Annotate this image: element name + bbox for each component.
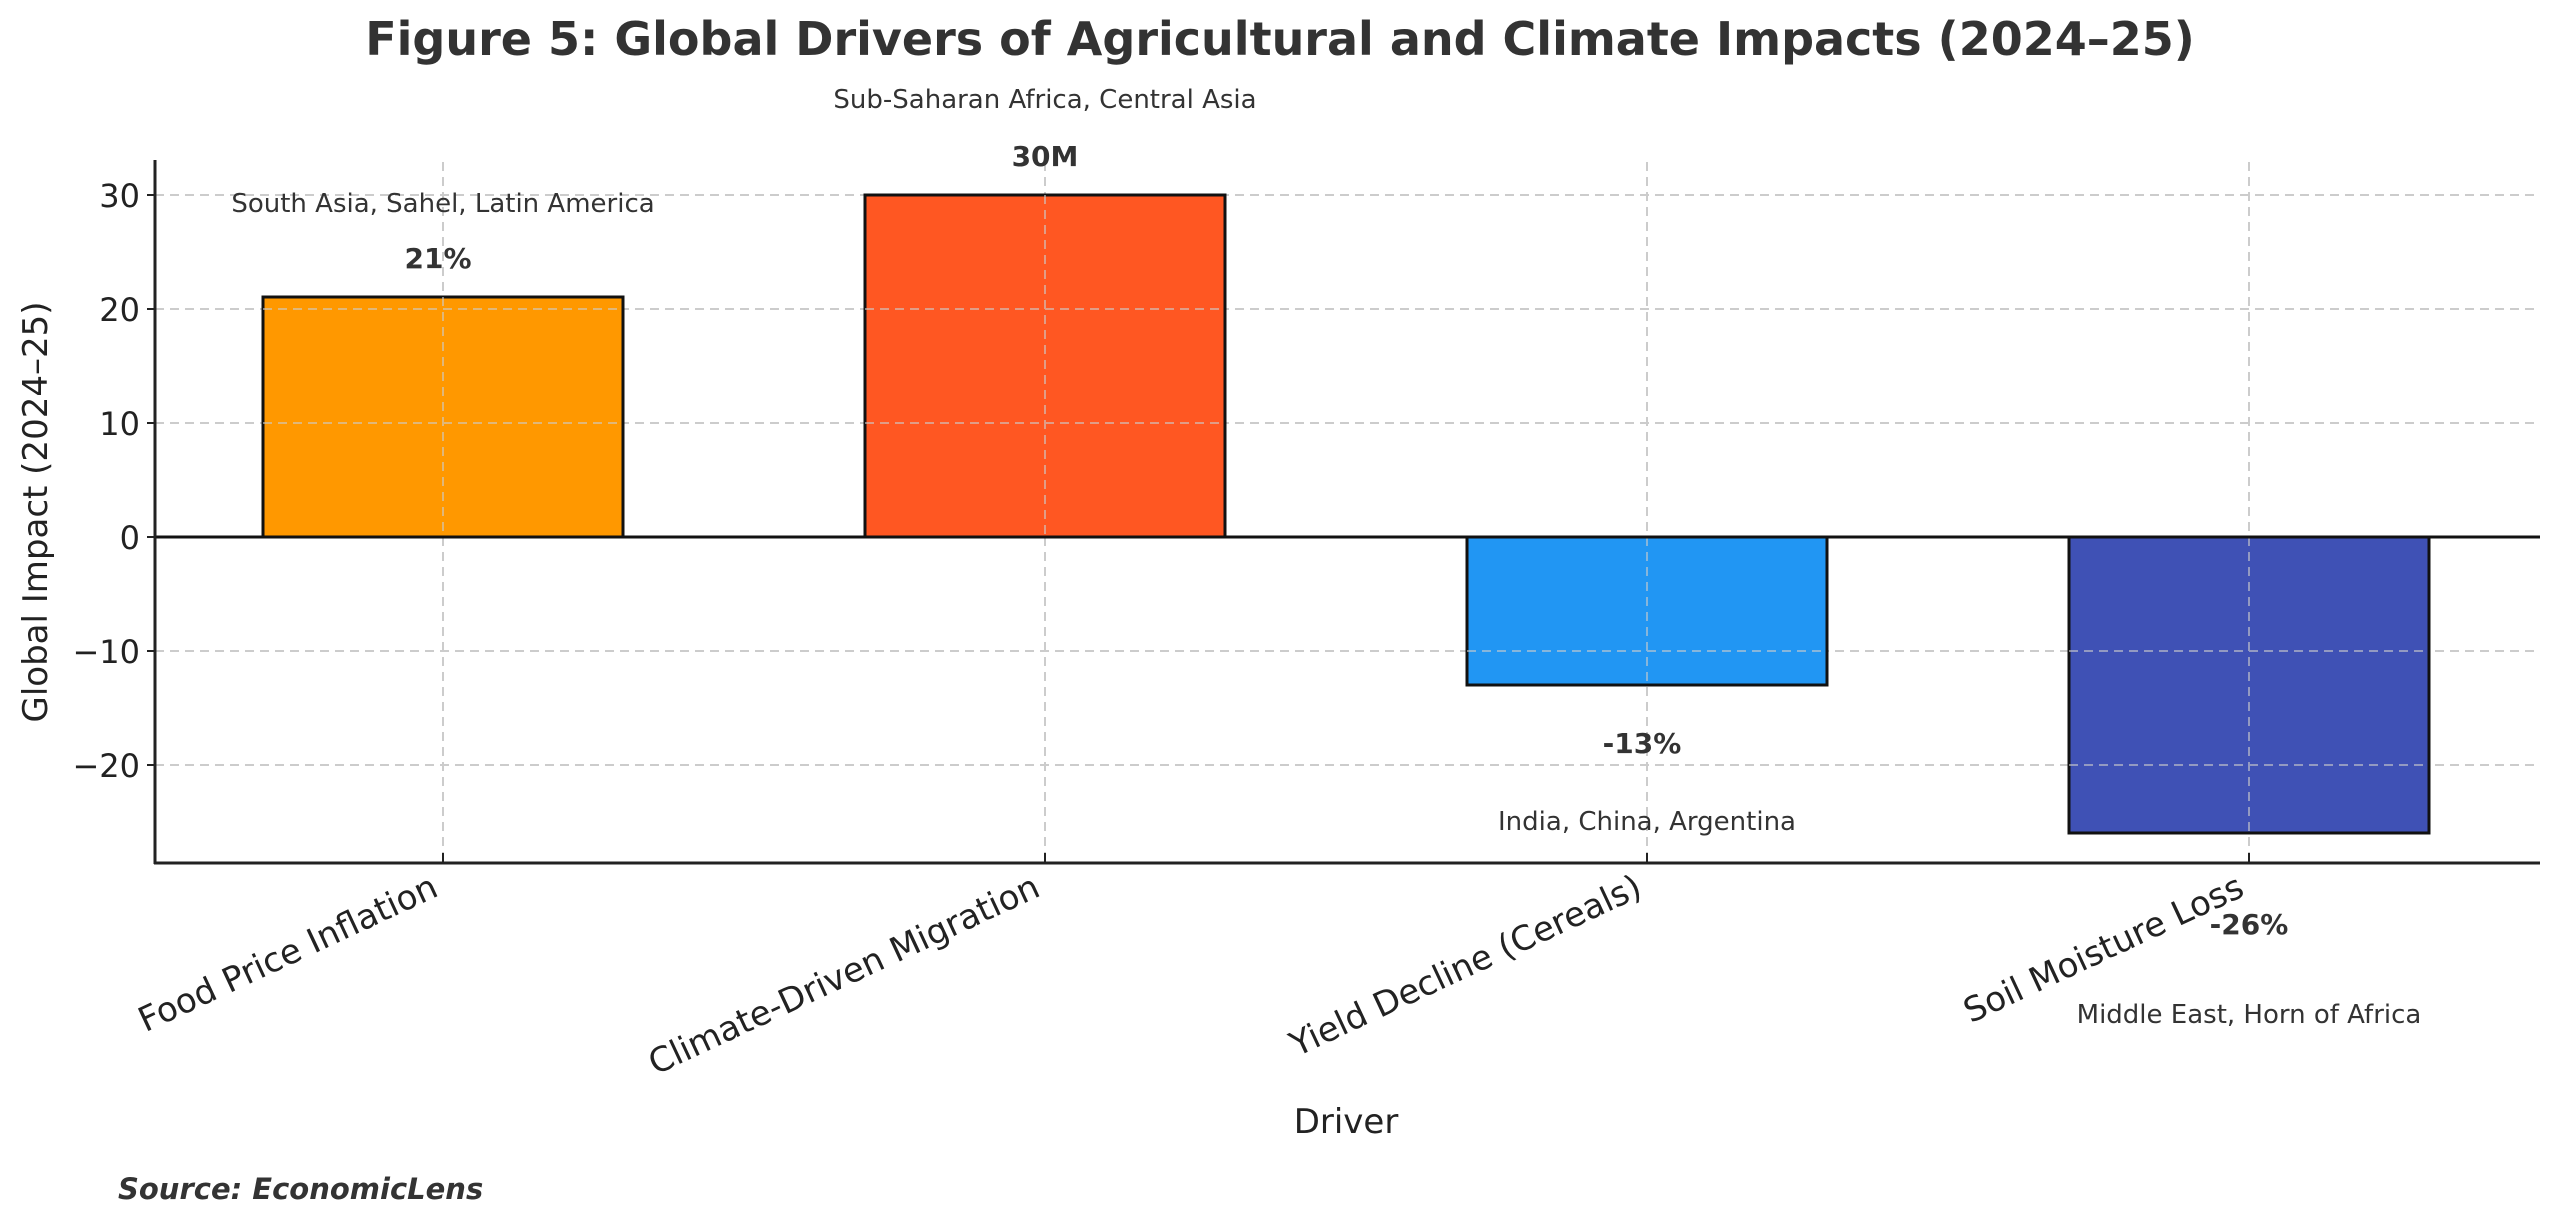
xtick-climate-driven-migration: Climate-Driven Migration xyxy=(642,867,1045,1083)
y-axis-label: Global Impact (2024–25) xyxy=(16,301,56,723)
region-annotation-yield-decline-cereals: India, China, Argentina xyxy=(1498,807,1796,837)
ytick-0: 0 xyxy=(120,519,140,557)
bar-soil-moisture-loss xyxy=(2067,535,2431,835)
ytick-10: 10 xyxy=(99,405,140,443)
value-label-soil-moisture-loss: -26% xyxy=(2210,908,2289,941)
xtick-yield-decline-cereals: Yield Decline (Cereals) xyxy=(1283,867,1648,1066)
region-annotation-climate-driven-migration: Sub-Saharan Africa, Central Asia xyxy=(833,85,1256,115)
source-note: Source: EconomicLens xyxy=(118,1172,484,1206)
ytick-minus-10: −10 xyxy=(72,633,140,671)
region-annotation-soil-moisture-loss: Middle East, Horn of Africa xyxy=(2077,1000,2422,1030)
grid-vertical xyxy=(442,162,2250,863)
region-annotation-food-price-inflation: South Asia, Sahel, Latin America xyxy=(231,189,654,219)
x-axis-label: Driver xyxy=(1293,1102,1399,1142)
value-label-food-price-inflation: 21% xyxy=(404,242,471,275)
ytick-minus-20: −20 xyxy=(72,747,140,785)
ytick-30: 30 xyxy=(99,177,140,215)
xtick-food-price-inflation: Food Price Inflation xyxy=(132,867,443,1041)
value-label-climate-driven-migration: 30M xyxy=(1012,140,1079,173)
ytick-20: 20 xyxy=(99,291,140,329)
value-label-yield-decline-cereals: -13% xyxy=(1603,727,1682,760)
chart-title: Figure 5: Global Drivers of Agricultural… xyxy=(365,12,2195,66)
